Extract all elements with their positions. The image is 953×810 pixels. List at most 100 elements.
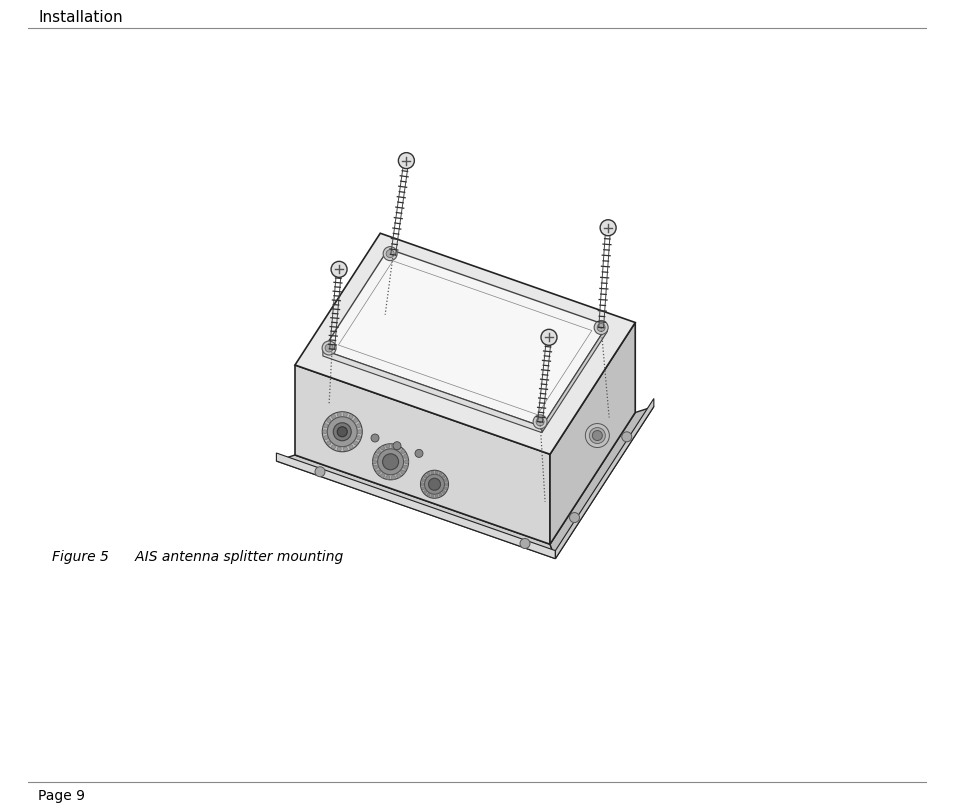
Circle shape: [375, 470, 380, 474]
Circle shape: [427, 472, 430, 475]
Text: Page 9: Page 9: [38, 789, 85, 803]
Circle shape: [444, 479, 447, 482]
Circle shape: [374, 454, 377, 458]
Circle shape: [438, 472, 441, 475]
Circle shape: [435, 471, 437, 474]
Polygon shape: [338, 261, 591, 415]
Circle shape: [314, 467, 325, 477]
Circle shape: [536, 418, 543, 426]
Polygon shape: [276, 453, 555, 559]
Circle shape: [333, 423, 351, 441]
Circle shape: [423, 475, 426, 478]
Circle shape: [331, 415, 335, 419]
Circle shape: [375, 450, 380, 454]
Polygon shape: [550, 407, 653, 559]
Circle shape: [374, 465, 377, 469]
Polygon shape: [294, 233, 635, 454]
Circle shape: [357, 430, 361, 433]
Circle shape: [428, 478, 440, 490]
Circle shape: [323, 436, 328, 440]
Polygon shape: [322, 350, 541, 433]
Circle shape: [371, 434, 378, 442]
Circle shape: [386, 249, 394, 258]
Circle shape: [385, 444, 390, 448]
Circle shape: [592, 431, 601, 441]
Circle shape: [343, 447, 347, 451]
Circle shape: [444, 483, 448, 486]
Text: Installation: Installation: [38, 10, 123, 24]
Circle shape: [438, 493, 441, 497]
Circle shape: [373, 444, 408, 480]
Circle shape: [323, 424, 328, 428]
Circle shape: [420, 483, 423, 486]
Circle shape: [424, 474, 444, 494]
Circle shape: [594, 321, 607, 335]
Circle shape: [400, 470, 404, 474]
Circle shape: [415, 450, 422, 458]
Circle shape: [400, 450, 404, 454]
Circle shape: [404, 460, 408, 464]
Circle shape: [427, 493, 430, 497]
Circle shape: [435, 495, 437, 497]
Circle shape: [396, 474, 400, 478]
Circle shape: [403, 465, 407, 469]
Circle shape: [373, 460, 376, 464]
Circle shape: [391, 475, 395, 480]
Circle shape: [327, 419, 331, 423]
Circle shape: [382, 454, 398, 470]
Circle shape: [403, 454, 407, 458]
Circle shape: [356, 436, 360, 440]
Circle shape: [420, 471, 448, 498]
Circle shape: [621, 432, 631, 441]
Circle shape: [423, 491, 426, 493]
Circle shape: [519, 539, 530, 548]
Circle shape: [391, 444, 395, 448]
Circle shape: [421, 487, 424, 490]
Circle shape: [325, 344, 333, 352]
Circle shape: [354, 441, 357, 445]
Circle shape: [356, 424, 360, 428]
Circle shape: [327, 417, 356, 447]
Polygon shape: [276, 455, 555, 559]
Circle shape: [540, 330, 557, 345]
Circle shape: [327, 441, 331, 445]
Circle shape: [421, 479, 424, 482]
Polygon shape: [550, 322, 635, 544]
Circle shape: [398, 152, 414, 168]
Circle shape: [442, 491, 445, 493]
Circle shape: [343, 412, 347, 416]
Circle shape: [377, 449, 403, 475]
Circle shape: [349, 445, 353, 449]
Circle shape: [336, 412, 341, 416]
Circle shape: [322, 411, 362, 452]
Polygon shape: [322, 249, 607, 427]
Circle shape: [533, 415, 546, 428]
Circle shape: [336, 447, 341, 451]
Circle shape: [442, 475, 445, 478]
Circle shape: [599, 220, 616, 236]
Circle shape: [569, 513, 578, 522]
Circle shape: [331, 445, 335, 449]
Circle shape: [380, 474, 384, 478]
Circle shape: [444, 487, 447, 490]
Circle shape: [385, 475, 390, 480]
Circle shape: [337, 427, 347, 437]
Circle shape: [431, 471, 434, 474]
Circle shape: [380, 446, 384, 450]
Polygon shape: [541, 326, 607, 433]
Circle shape: [393, 441, 400, 450]
Circle shape: [331, 262, 347, 277]
Circle shape: [585, 424, 609, 448]
Circle shape: [349, 415, 353, 419]
Circle shape: [322, 341, 335, 355]
Circle shape: [396, 446, 400, 450]
Polygon shape: [555, 399, 653, 559]
Circle shape: [597, 323, 604, 331]
Circle shape: [322, 430, 327, 433]
Circle shape: [383, 247, 396, 261]
Polygon shape: [294, 365, 550, 544]
Text: Figure 5      AIS antenna splitter mounting: Figure 5 AIS antenna splitter mounting: [52, 550, 343, 564]
Circle shape: [431, 495, 434, 497]
Circle shape: [589, 428, 605, 444]
Circle shape: [354, 419, 357, 423]
